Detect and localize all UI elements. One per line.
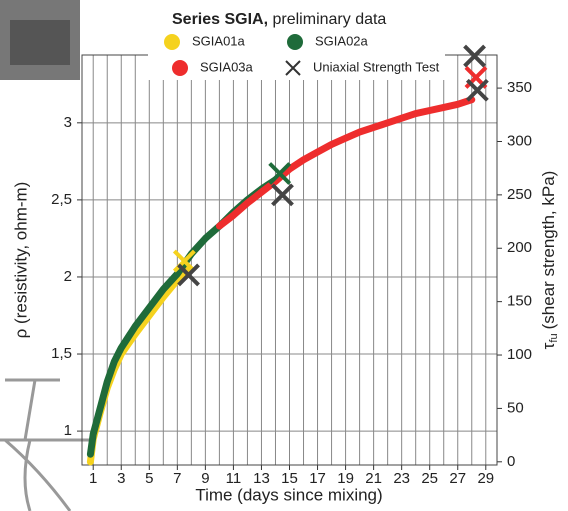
y2-tick-label: 100 xyxy=(507,346,532,363)
x-tick-label: 15 xyxy=(281,470,298,487)
y-tick-label: 3 xyxy=(64,114,72,131)
series-line xyxy=(90,269,188,462)
photo-object xyxy=(10,20,70,65)
y2-axis-label: τfu(shear strength, kPa) xyxy=(539,171,559,350)
x-tick-label: 27 xyxy=(449,470,466,487)
x-tick-label: 5 xyxy=(145,470,153,487)
y-axis-label: ρ (resistivity, ohm-m) xyxy=(11,182,30,339)
y2-tick-label: 300 xyxy=(507,132,532,149)
cross-marker xyxy=(465,46,485,66)
legend-label: SGIA03a xyxy=(200,59,254,74)
legend-label: Uniaxial Strength Test xyxy=(313,59,440,74)
legend-marker xyxy=(164,34,180,50)
series-line xyxy=(90,175,282,454)
y2-text: (shear strength, kPa) xyxy=(539,171,558,330)
cross-marker xyxy=(467,80,487,100)
y2-subscript: fu xyxy=(548,333,560,342)
y2-tick-label: 50 xyxy=(507,399,524,416)
x-tick-label: 13 xyxy=(253,470,270,487)
legend-label: SGIA01a xyxy=(192,33,246,48)
subtitle: preliminary data xyxy=(273,11,387,28)
title: Series SGIA, xyxy=(172,11,268,28)
legend-label: SGIA02a xyxy=(315,33,369,48)
y-tick-label: 1,5 xyxy=(51,345,72,362)
x-tick-label: 1 xyxy=(89,470,97,487)
y2-tick-label: 150 xyxy=(507,293,532,310)
y-tick-label: 2 xyxy=(64,268,72,285)
legend-title: Series SGIA, preliminary data xyxy=(172,11,386,28)
logo xyxy=(0,380,90,511)
x-tick-label: 25 xyxy=(421,470,438,487)
x-tick-label: 19 xyxy=(337,470,354,487)
x-tick-label: 21 xyxy=(365,470,382,487)
x-tick-label: 23 xyxy=(393,470,410,487)
x-axis-label: Time (days since mixing) xyxy=(195,485,382,504)
x-tick-label: 11 xyxy=(226,470,242,487)
chart: 11,522,530501001502002503003501357911131… xyxy=(0,0,568,511)
x-tick-label: 17 xyxy=(309,470,326,487)
y-tick-label: 1 xyxy=(64,422,72,439)
x-tick-label: 7 xyxy=(173,470,181,487)
legend-marker xyxy=(287,34,303,50)
x-tick-label: 29 xyxy=(477,470,494,487)
legend-marker xyxy=(172,60,188,76)
y2-tick-label: 0 xyxy=(507,453,515,470)
y2-tick-label: 200 xyxy=(507,239,532,256)
y2-tick-label: 350 xyxy=(507,79,532,96)
x-tick-label: 9 xyxy=(201,470,209,487)
y-tick-label: 2,5 xyxy=(51,191,72,208)
y2-tick-label: 250 xyxy=(507,186,532,203)
x-tick-label: 3 xyxy=(117,470,125,487)
